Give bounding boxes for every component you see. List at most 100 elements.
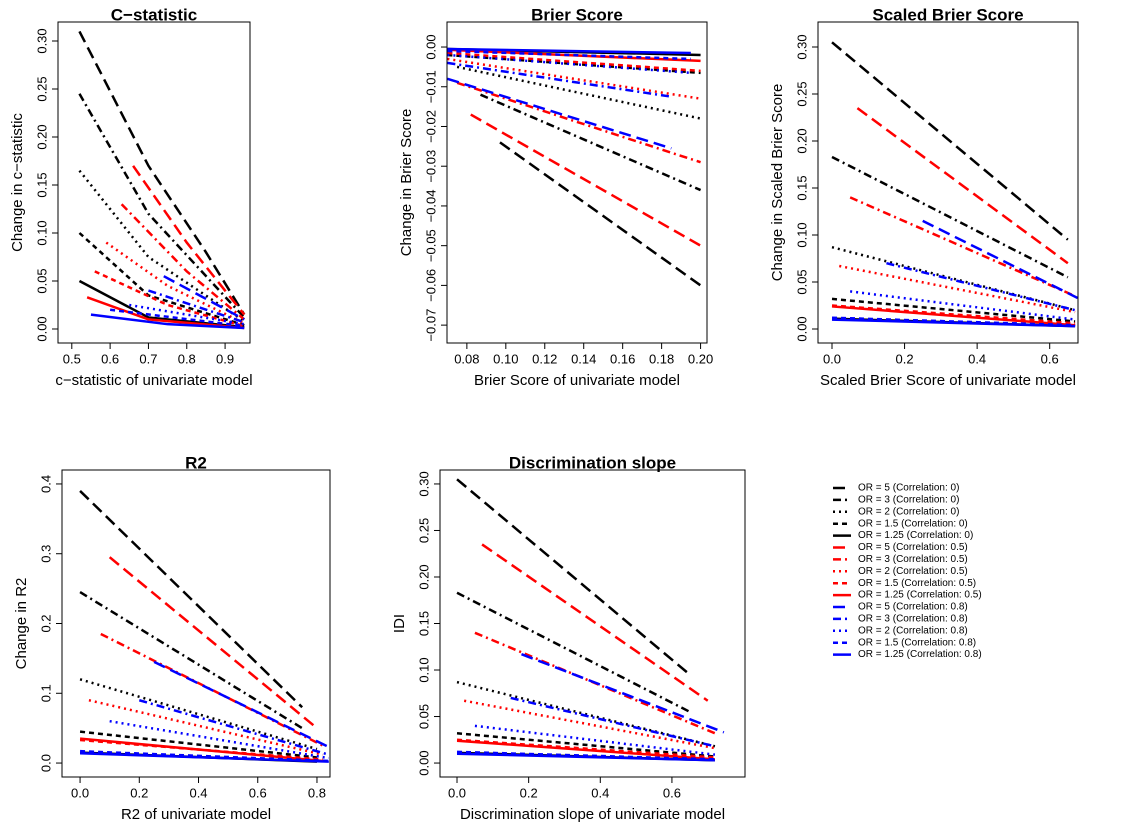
y-axis-label: Change in Scaled Brier Score: [769, 84, 786, 282]
x-axis-label: Brier Score of univariate model: [474, 372, 680, 389]
y-tick-label: 0.20: [34, 124, 49, 149]
series-line: [456, 738, 715, 759]
legend-label: OR = 3 (Correlation: 0): [858, 495, 959, 506]
series-line: [100, 632, 324, 747]
series-line: [79, 737, 324, 763]
series-line: [499, 141, 702, 287]
y-tick-label: 0.30: [416, 471, 431, 496]
series-line: [447, 49, 691, 61]
y-tick-label: 0.00: [34, 316, 49, 341]
series-line: [138, 699, 330, 756]
series-line: [922, 219, 1079, 300]
chart-title: Discrimination slope: [509, 453, 676, 472]
series-line: [831, 41, 1069, 241]
series-line: [470, 113, 702, 247]
x-tick-label: 0.6: [663, 785, 681, 800]
legend-label: OR = 3 (Correlation: 0.8): [858, 614, 968, 625]
x-tick-label: 0.6: [1041, 351, 1059, 366]
series-line: [886, 261, 1076, 312]
series-line: [108, 556, 318, 730]
x-tick-label: 0.16: [610, 351, 635, 366]
legend-label: OR = 2 (Correlation: 0.5): [858, 566, 968, 577]
x-tick-label: 0.8: [308, 785, 326, 800]
series-line: [480, 93, 702, 192]
y-axis-label: IDI: [391, 614, 408, 633]
chart-title: C−statistic: [111, 5, 197, 24]
series-line: [839, 264, 1076, 314]
x-axis-label: R2 of univariate model: [121, 806, 271, 823]
series-line: [856, 107, 1069, 265]
x-tick-label: 0.2: [130, 785, 148, 800]
series-line: [474, 724, 716, 756]
legend-label: OR = 2 (Correlation: 0.8): [858, 625, 968, 636]
plot-frame: [61, 469, 331, 778]
series-line: [78, 279, 245, 329]
series-line: [521, 653, 725, 734]
legend-label: OR = 1.5 (Correlation: 0.8): [858, 637, 976, 648]
series-line: [456, 752, 715, 762]
x-tick-label: 0.4: [968, 351, 986, 366]
legend-label: OR = 1.25 (Correlation: 0): [858, 530, 973, 541]
y-tick-label: −0.06: [423, 269, 438, 302]
y-tick-label: 0.00: [423, 34, 438, 59]
series-line: [831, 297, 1076, 323]
x-tick-label: 0.14: [571, 351, 596, 366]
series-line: [456, 81, 701, 164]
series-line: [120, 203, 246, 321]
series-line: [447, 51, 701, 73]
y-axis-label: Change in Brier Score: [398, 109, 415, 257]
x-tick-label: 0.9: [216, 351, 234, 366]
legend-label: OR = 5 (Correlation: 0): [858, 483, 959, 494]
y-tick-label: −0.05: [423, 229, 438, 262]
series-line: [447, 47, 691, 55]
legend-label: OR = 1.5 (Correlation: 0): [858, 518, 968, 529]
y-tick-label: 0.0: [38, 754, 53, 772]
series-line: [132, 165, 246, 316]
series-line: [456, 591, 691, 713]
series-line: [153, 660, 330, 749]
x-tick-label: 0.2: [896, 351, 914, 366]
series-line: [481, 543, 709, 702]
x-tick-label: 0.6: [101, 351, 119, 366]
series-line: [105, 241, 245, 325]
plot-frame: [439, 469, 746, 778]
series-line: [79, 591, 303, 730]
series-line: [849, 290, 1076, 321]
chart-title: Scaled Brier Score: [872, 5, 1023, 24]
y-tick-label: 0.10: [416, 657, 431, 682]
legend-label: OR = 3 (Correlation: 0.5): [858, 554, 968, 565]
y-tick-label: −0.01: [423, 70, 438, 103]
x-tick-label: 0.08: [454, 351, 479, 366]
x-tick-label: 0.4: [189, 785, 207, 800]
legend-label: OR = 1.25 (Correlation: 0.8): [858, 649, 982, 660]
series-line: [86, 296, 245, 330]
y-axis-label: Change in c−statistic: [9, 113, 26, 252]
series-line: [510, 696, 716, 748]
series-line: [129, 303, 245, 326]
series-line: [109, 719, 330, 760]
y-tick-label: 0.25: [416, 518, 431, 543]
series-line: [456, 65, 701, 120]
series-line: [831, 155, 1069, 279]
legend-label: OR = 5 (Correlation: 0.5): [858, 542, 968, 553]
y-tick-label: 0.20: [794, 128, 809, 153]
x-tick-label: 0.0: [71, 785, 89, 800]
x-tick-label: 0.2: [520, 785, 538, 800]
y-tick-label: 0.2: [38, 614, 53, 632]
x-axis-label: c−statistic of univariate model: [55, 372, 252, 389]
y-tick-label: 0.4: [38, 475, 53, 493]
x-tick-label: 0.0: [448, 785, 466, 800]
x-tick-label: 0.0: [823, 351, 841, 366]
plot-frame: [446, 21, 708, 344]
series-line: [831, 318, 1076, 328]
y-tick-label: −0.02: [423, 110, 438, 143]
x-tick-label: 0.7: [139, 351, 157, 366]
series-line: [78, 169, 245, 323]
series-line: [447, 57, 701, 100]
series-line: [79, 678, 318, 751]
y-tick-label: 0.05: [416, 704, 431, 729]
y-tick-label: 0.25: [34, 76, 49, 101]
y-tick-label: 0.10: [34, 220, 49, 245]
y-tick-label: −0.03: [423, 150, 438, 183]
